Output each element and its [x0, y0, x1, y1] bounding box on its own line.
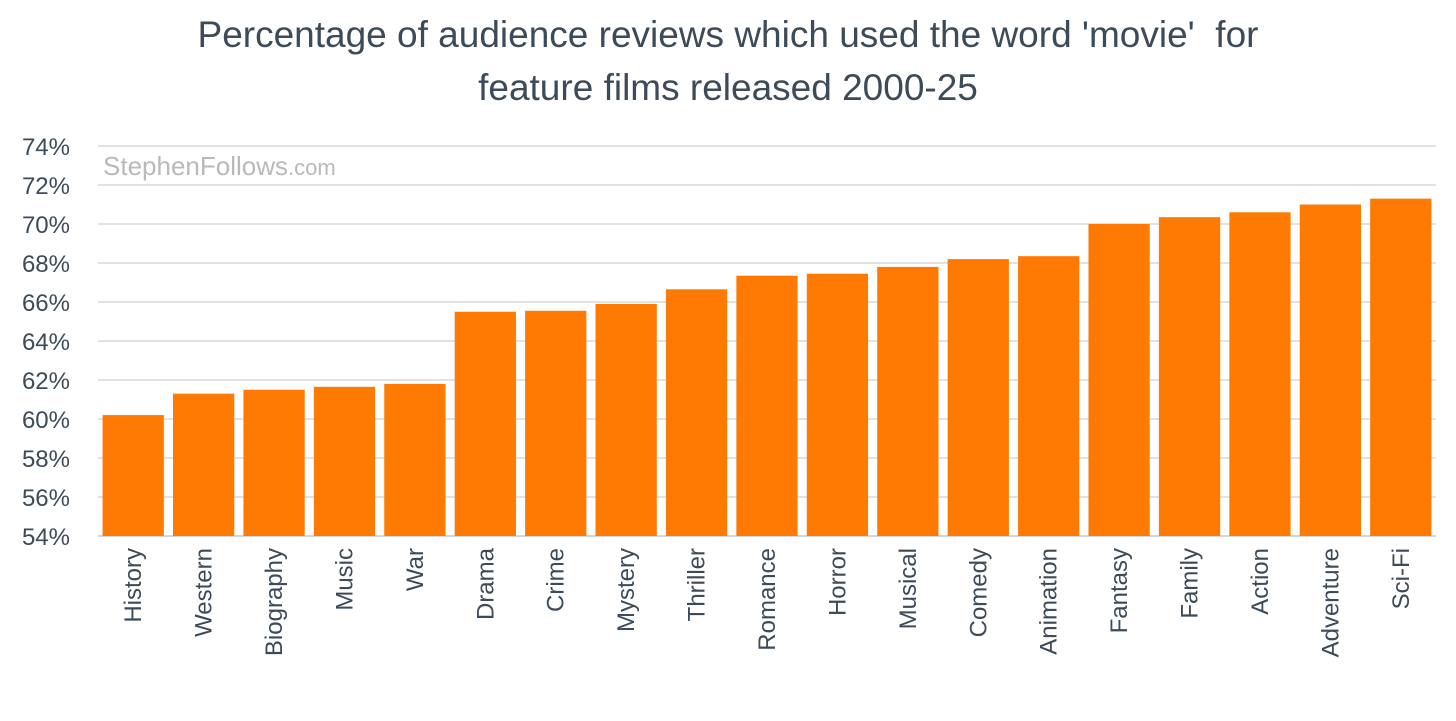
bar-musical: [877, 266, 939, 536]
chart-title: Percentage of audience reviews which use…: [0, 8, 1456, 114]
x-tick-label: Action: [1247, 548, 1274, 615]
bar-mystery: [595, 303, 657, 536]
x-tick-label: Western: [191, 548, 218, 637]
x-tick-label: Horror: [824, 548, 851, 616]
x-tick-label: Crime: [543, 548, 570, 612]
bar-thriller: [665, 289, 728, 536]
chart-title-line-2: feature films released 2000-25: [478, 67, 978, 108]
bars: [102, 198, 1432, 537]
x-axis-labels: History Western Biography Music War Drama Crim…: [120, 547, 1415, 657]
x-tick-label: Biography: [261, 548, 288, 656]
x-tick-label: War: [402, 548, 429, 591]
watermark-brand: StephenFollows: [103, 151, 288, 181]
bar-drama: [454, 311, 516, 536]
bar-biography: [243, 389, 305, 536]
bar-horror: [806, 273, 869, 536]
y-tick-label: 74%: [22, 134, 70, 161]
bar-family: [1158, 217, 1221, 537]
x-tick-label: Sci-Fi: [1388, 548, 1415, 609]
bar-history: [102, 415, 164, 536]
x-tick-label: Family: [1177, 548, 1204, 619]
y-tick-label: 66%: [22, 290, 70, 317]
bar-war: [384, 383, 446, 536]
y-tick-label: 60%: [22, 407, 70, 434]
x-tick-label: Romance: [754, 548, 781, 651]
x-tick-label: Drama: [472, 547, 499, 620]
bar-adventure: [1299, 204, 1362, 536]
bar-western: [172, 393, 235, 536]
watermark-suffix: .com: [288, 155, 336, 180]
y-tick-label: 62%: [22, 368, 70, 395]
x-tick-label: Animation: [1036, 548, 1063, 655]
x-tick-label: Adventure: [1317, 548, 1344, 657]
bar-sci-fi: [1370, 198, 1432, 536]
watermark: StephenFollows.com: [103, 151, 336, 181]
bar-fantasy: [1088, 224, 1150, 536]
bar-romance: [736, 275, 798, 536]
y-tick-label: 58%: [22, 446, 70, 473]
y-tick-label: 72%: [22, 173, 70, 200]
y-tick-label: 70%: [22, 212, 70, 239]
y-tick-label: 56%: [22, 485, 70, 512]
x-tick-label: Mystery: [613, 548, 640, 632]
y-tick-label: 54%: [22, 524, 70, 551]
x-tick-label: Music: [331, 548, 358, 611]
bar-animation: [1018, 256, 1080, 536]
bar-comedy: [947, 259, 1009, 536]
x-tick-label: Thriller: [684, 548, 711, 621]
y-axis-ticks: 54% 56% 58% 60% 62% 64% 66% 68% 70% 72% 74%: [22, 134, 70, 551]
x-tick-label: History: [120, 548, 147, 623]
bar-action: [1229, 212, 1291, 537]
y-tick-label: 64%: [22, 329, 70, 356]
x-tick-label: Comedy: [965, 548, 992, 637]
bar-music: [313, 386, 376, 536]
y-tick-label: 68%: [22, 251, 70, 278]
x-tick-label: Fantasy: [1106, 548, 1133, 633]
bar-crime: [525, 310, 587, 536]
chart-title-line-1: Percentage of audience reviews which use…: [197, 14, 1259, 55]
x-tick-label: Musical: [895, 548, 922, 629]
